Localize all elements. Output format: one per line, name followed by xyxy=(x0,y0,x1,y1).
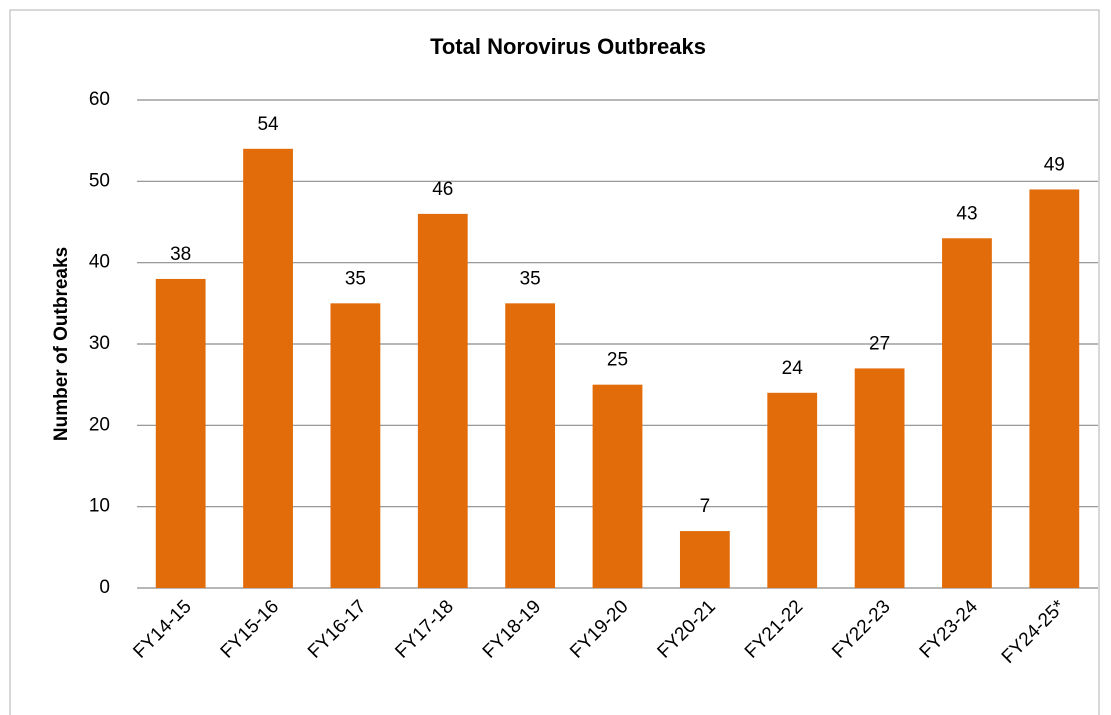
y-tick-label: 10 xyxy=(89,496,110,517)
y-tick-label: 50 xyxy=(89,170,110,191)
bar xyxy=(854,368,905,588)
bar xyxy=(505,303,556,588)
data-label: 43 xyxy=(956,203,977,224)
data-label: 35 xyxy=(345,268,366,289)
chart-border xyxy=(9,9,1100,715)
y-axis-label: Number of Outbreaks xyxy=(51,247,72,441)
data-label: 38 xyxy=(170,244,191,265)
x-tick-label: FY24-25* xyxy=(998,596,1070,668)
data-label: 25 xyxy=(607,350,628,371)
data-label: 7 xyxy=(700,496,711,517)
x-tick-label: FY14-15 xyxy=(129,596,195,662)
bar xyxy=(1029,189,1080,588)
data-label: 24 xyxy=(782,358,804,379)
y-tick-label: 40 xyxy=(89,252,110,273)
y-tick-label: 0 xyxy=(99,577,110,598)
x-tick-label: FY21-22 xyxy=(741,596,807,662)
chart-title: Total Norovirus Outbreaks xyxy=(430,34,706,59)
bar xyxy=(942,238,992,588)
bar xyxy=(243,148,293,589)
x-tick-label: FY18-19 xyxy=(479,596,545,662)
y-tick-label: 30 xyxy=(89,333,110,354)
x-tick-label: FY20-21 xyxy=(654,596,720,662)
bar xyxy=(592,384,643,588)
x-tick-label: FY19-20 xyxy=(566,596,632,662)
x-tick-label: FY22-23 xyxy=(828,596,894,662)
bar xyxy=(417,213,468,588)
x-tick-label: FY17-18 xyxy=(391,596,457,662)
bar xyxy=(767,392,818,588)
y-tick-label: 60 xyxy=(89,89,110,110)
data-label: 49 xyxy=(1044,154,1065,175)
x-tick-label: FY15-16 xyxy=(217,596,283,662)
bar xyxy=(155,278,206,588)
data-label: 35 xyxy=(520,268,541,289)
x-tick-label: FY16-17 xyxy=(304,596,370,662)
bar xyxy=(679,531,730,588)
bar xyxy=(330,303,381,588)
data-label: 27 xyxy=(869,333,890,354)
y-tick-label: 20 xyxy=(89,414,110,435)
x-tick-label: FY23-24 xyxy=(916,596,983,663)
data-label: 46 xyxy=(432,179,453,200)
data-label: 54 xyxy=(257,114,279,135)
